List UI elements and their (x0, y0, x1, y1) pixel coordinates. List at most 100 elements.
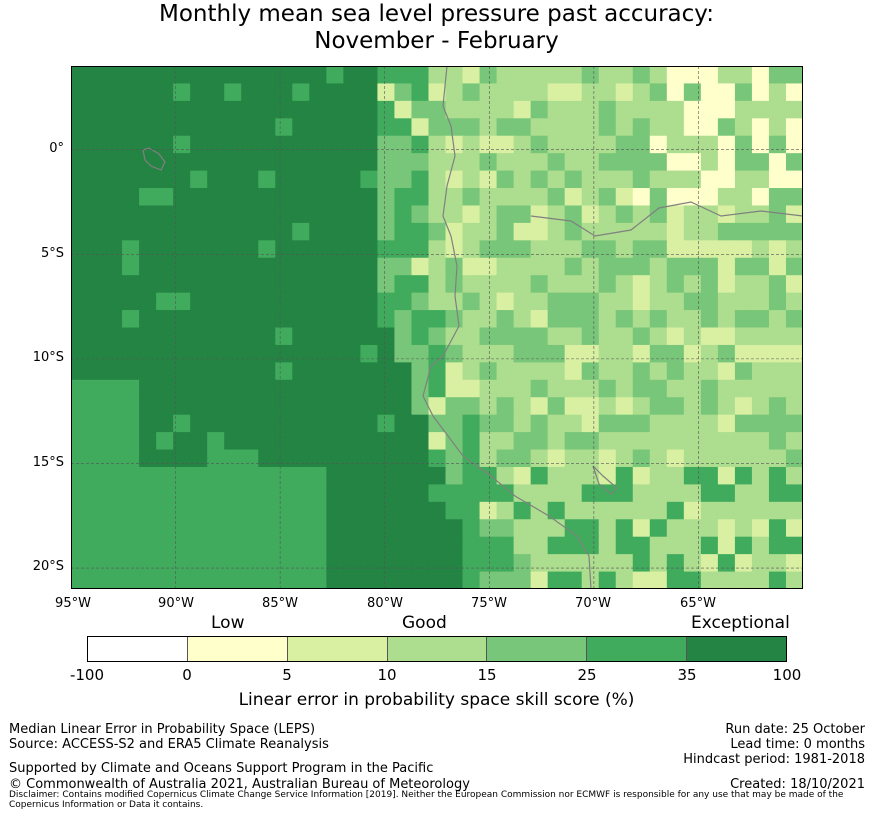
skill-cell (292, 257, 310, 276)
skill-cell (496, 257, 515, 276)
skill-cell (615, 414, 634, 433)
skill-cell (632, 432, 651, 451)
skill-cell (428, 397, 447, 416)
skill-cell (615, 205, 634, 224)
skill-cell (734, 571, 753, 589)
skill-cell (530, 449, 549, 468)
skill-cell (309, 554, 327, 573)
skill-cell (292, 240, 310, 259)
skill-cell (717, 310, 736, 329)
skill-cell (71, 536, 89, 555)
skill-cell (785, 327, 803, 346)
skill-cell (190, 275, 208, 294)
skill-cell (717, 100, 736, 119)
skill-cell (717, 222, 736, 241)
skill-cell (394, 501, 413, 520)
skill-cell (105, 536, 123, 555)
skill-cell (666, 170, 685, 189)
skill-cell (513, 362, 532, 381)
skill-cell (513, 275, 532, 294)
skill-cell (479, 188, 498, 207)
skill-cell (649, 188, 668, 207)
skill-cell (122, 310, 140, 329)
skill-cell (564, 536, 583, 555)
footer-method: Median Linear Error in Probability Space… (9, 722, 316, 737)
skill-cell (666, 519, 685, 538)
skill-cell (122, 379, 140, 398)
skill-cell (479, 100, 498, 119)
skill-cell (496, 536, 515, 555)
skill-cell (632, 362, 651, 381)
skill-cell (717, 449, 736, 468)
skill-cell (751, 362, 770, 381)
skill-cell (156, 292, 174, 311)
skill-cell (513, 554, 532, 573)
skill-cell (496, 100, 515, 119)
skill-cell (71, 135, 89, 154)
skill-cell (547, 205, 566, 224)
skill-cell (360, 66, 379, 85)
skill-cell (462, 275, 481, 294)
skill-cell (88, 571, 106, 589)
skill-cell (377, 118, 396, 137)
skill-cell (156, 554, 174, 573)
skill-cell (751, 397, 770, 416)
skill-cell (717, 397, 736, 416)
skill-cell (513, 66, 532, 85)
skill-cell (666, 501, 685, 520)
skill-cell (190, 135, 208, 154)
skill-cell (292, 275, 310, 294)
skill-cell (428, 466, 447, 485)
skill-cell (445, 414, 464, 433)
skill-cell (139, 466, 157, 485)
skill-cell (615, 466, 634, 485)
skill-cell (734, 554, 753, 573)
skill-cell (513, 310, 532, 329)
skill-cell (751, 222, 770, 241)
skill-cell (275, 153, 293, 172)
skill-cell (309, 66, 327, 85)
skill-cell (768, 344, 787, 363)
skill-cell (632, 449, 651, 468)
skill-cell (513, 240, 532, 259)
skill-cell (71, 571, 89, 589)
skill-cell (190, 501, 208, 520)
skill-cell (292, 344, 310, 363)
skill-cell (258, 153, 276, 172)
skill-cell (360, 170, 379, 189)
skill-cell (309, 379, 327, 398)
skill-cell (615, 397, 634, 416)
skill-cell (224, 501, 242, 520)
skill-cell (445, 554, 464, 573)
skill-cell (530, 135, 549, 154)
skill-cell (445, 153, 464, 172)
footer-support: Supported by Climate and Oceans Support … (9, 761, 434, 776)
skill-cell (666, 100, 685, 119)
skill-cell (598, 536, 617, 555)
skill-cell (445, 449, 464, 468)
skill-cell (190, 100, 208, 119)
skill-cell (275, 484, 293, 503)
skill-cell (683, 188, 702, 207)
skill-cell (683, 100, 702, 119)
skill-cell (564, 571, 583, 589)
skill-cell (292, 135, 310, 154)
skill-cell (360, 292, 379, 311)
skill-cell (190, 327, 208, 346)
skill-cell (615, 432, 634, 451)
skill-cell (734, 66, 753, 85)
skill-cell (700, 554, 719, 573)
skill-cell (275, 344, 293, 363)
skill-cell (547, 432, 566, 451)
skill-cell (326, 414, 344, 433)
skill-cell (445, 379, 464, 398)
skill-cell (139, 484, 157, 503)
skill-cell (343, 222, 361, 241)
skill-cell (173, 222, 191, 241)
skill-cell (360, 519, 379, 538)
skill-cell (343, 205, 361, 224)
skill-cell (105, 170, 123, 189)
skill-cell (71, 100, 89, 119)
skill-cell (411, 501, 430, 520)
skill-cell (224, 362, 242, 381)
